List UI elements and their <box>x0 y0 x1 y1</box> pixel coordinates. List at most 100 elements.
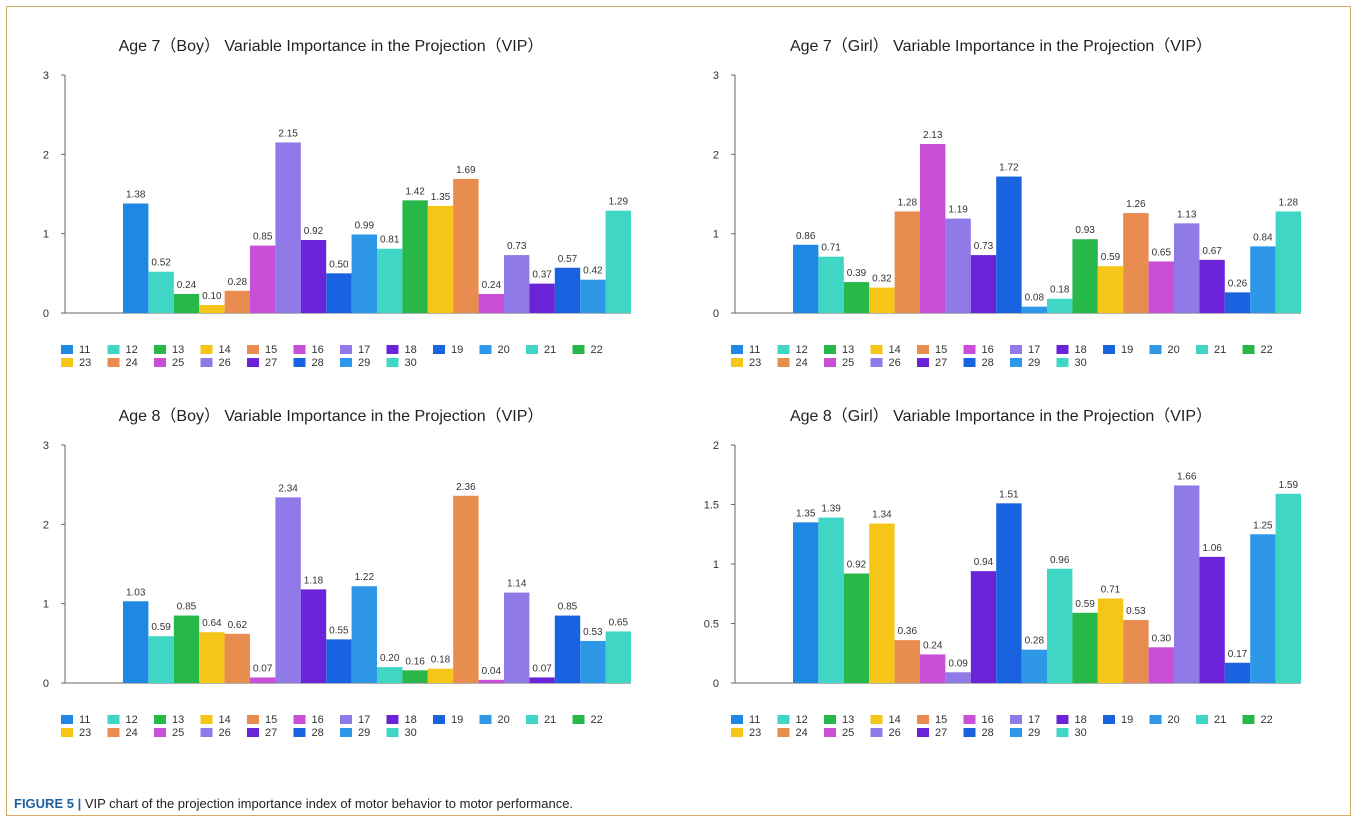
legend-label-23: 23 <box>79 727 91 739</box>
data-label-20: 1.22 <box>355 572 375 583</box>
legend-swatch-12 <box>107 715 120 724</box>
legend-swatch-23 <box>61 358 73 367</box>
legend-label-17: 17 <box>1028 344 1040 356</box>
data-label-11: 1.38 <box>126 190 146 201</box>
data-label-28: 0.57 <box>558 254 578 265</box>
data-label-17: 1.19 <box>948 205 968 216</box>
legend-swatch-17 <box>340 715 352 724</box>
data-label-13: 0.85 <box>177 602 197 613</box>
legend-label-25: 25 <box>842 357 854 369</box>
bar-24 <box>453 495 479 683</box>
legend-swatch-16 <box>963 345 976 354</box>
legend-swatch-24 <box>777 728 790 737</box>
bar-22 <box>402 670 428 683</box>
bar-28 <box>1224 662 1251 683</box>
legend-swatch-30 <box>1056 728 1069 737</box>
y-tick-label: 0 <box>43 678 49 690</box>
bar-28 <box>554 267 581 313</box>
bar-14 <box>199 305 225 313</box>
y-tick-label: 1 <box>713 229 719 241</box>
legend-label-14: 14 <box>219 344 231 356</box>
data-label-19: 0.55 <box>329 625 349 636</box>
legend-label-12: 12 <box>126 714 138 726</box>
legend-label-21: 21 <box>544 344 556 356</box>
data-label-16: 0.85 <box>253 232 273 243</box>
bar-28 <box>1224 292 1251 313</box>
data-label-12: 0.52 <box>151 258 171 269</box>
chart-title: Age 8（Girl） Variable Importance in the P… <box>790 407 1212 425</box>
bar-19 <box>996 503 1022 683</box>
legend-label-30: 30 <box>1075 727 1087 739</box>
legend-label-15: 15 <box>935 714 947 726</box>
legend-swatch-27 <box>247 728 259 737</box>
bar-24 <box>453 178 479 313</box>
legend-swatch-27 <box>247 358 259 367</box>
chart-title: Age 7（Boy） Variable Importance in the Pr… <box>119 37 544 55</box>
bar-23 <box>1097 598 1124 683</box>
bar-27 <box>529 677 555 683</box>
legend-swatch-29 <box>1010 358 1022 367</box>
bar-30 <box>605 210 631 313</box>
legend-label-15: 15 <box>265 714 277 726</box>
legend-label-26: 26 <box>219 357 231 369</box>
data-label-24: 2.36 <box>456 482 476 493</box>
chart-svg: Age 7（Girl） Variable Importance in the P… <box>713 37 1301 369</box>
legend-swatch-23 <box>731 358 743 367</box>
data-label-22: 0.93 <box>1075 225 1095 236</box>
legend-swatch-15 <box>917 345 929 354</box>
legend-swatch-24 <box>107 358 120 367</box>
data-label-14: 0.64 <box>202 618 222 629</box>
legend-label-16: 16 <box>982 344 994 356</box>
bar-23 <box>1097 266 1124 313</box>
legend-label-25: 25 <box>842 727 854 739</box>
legend-swatch-12 <box>777 715 790 724</box>
bar-25 <box>1148 261 1174 313</box>
legend-label-28: 28 <box>312 357 324 369</box>
bar-27 <box>529 283 555 313</box>
legend-swatch-12 <box>777 345 790 354</box>
legend-label-14: 14 <box>889 714 901 726</box>
legend-swatch-21 <box>526 715 538 724</box>
legend-swatch-14 <box>870 715 883 724</box>
legend-label-16: 16 <box>312 344 324 356</box>
chart-age8-girl: Age 8（Girl） Variable Importance in the P… <box>681 385 1321 755</box>
data-label-27: 1.06 <box>1202 543 1222 554</box>
legend-label-24: 24 <box>796 727 808 739</box>
bar-12 <box>818 256 844 313</box>
bar-16 <box>920 144 946 313</box>
legend-label-19: 19 <box>451 344 463 356</box>
legend-swatch-28 <box>293 728 306 737</box>
bar-20 <box>1021 306 1047 313</box>
bar-13 <box>843 573 870 683</box>
chart-svg: Age 8（Boy） Variable Importance in the Pr… <box>43 407 631 739</box>
data-label-17: 2.34 <box>278 483 298 494</box>
legend-swatch-24 <box>107 728 120 737</box>
legend-label-11: 11 <box>79 344 90 356</box>
data-label-18: 0.73 <box>974 241 994 252</box>
data-label-27: 0.67 <box>1202 246 1222 257</box>
legend-label-16: 16 <box>312 714 324 726</box>
legend-swatch-27 <box>917 728 929 737</box>
bar-15 <box>894 640 920 683</box>
bar-30 <box>605 631 631 683</box>
y-tick-label: 0.5 <box>704 619 719 631</box>
legend-label-23: 23 <box>749 357 761 369</box>
bar-19 <box>326 639 352 683</box>
data-label-19: 0.50 <box>329 259 349 270</box>
legend-swatch-22 <box>1242 345 1255 354</box>
data-label-11: 0.86 <box>796 231 816 242</box>
legend-label-13: 13 <box>172 344 184 356</box>
data-label-12: 0.59 <box>151 622 171 633</box>
bar-15 <box>894 211 920 313</box>
data-label-19: 1.51 <box>999 489 1019 500</box>
legend-swatch-25 <box>824 358 836 367</box>
data-label-26: 1.13 <box>1177 209 1197 220</box>
data-label-20: 0.99 <box>355 220 375 231</box>
bar-15 <box>224 290 250 313</box>
bar-11 <box>123 203 149 313</box>
legend-swatch-14 <box>200 715 213 724</box>
legend-label-22: 22 <box>1261 344 1273 356</box>
chart-title: Age 7（Girl） Variable Importance in the P… <box>790 37 1212 55</box>
legend-label-29: 29 <box>358 357 370 369</box>
bar-24 <box>1123 213 1149 313</box>
